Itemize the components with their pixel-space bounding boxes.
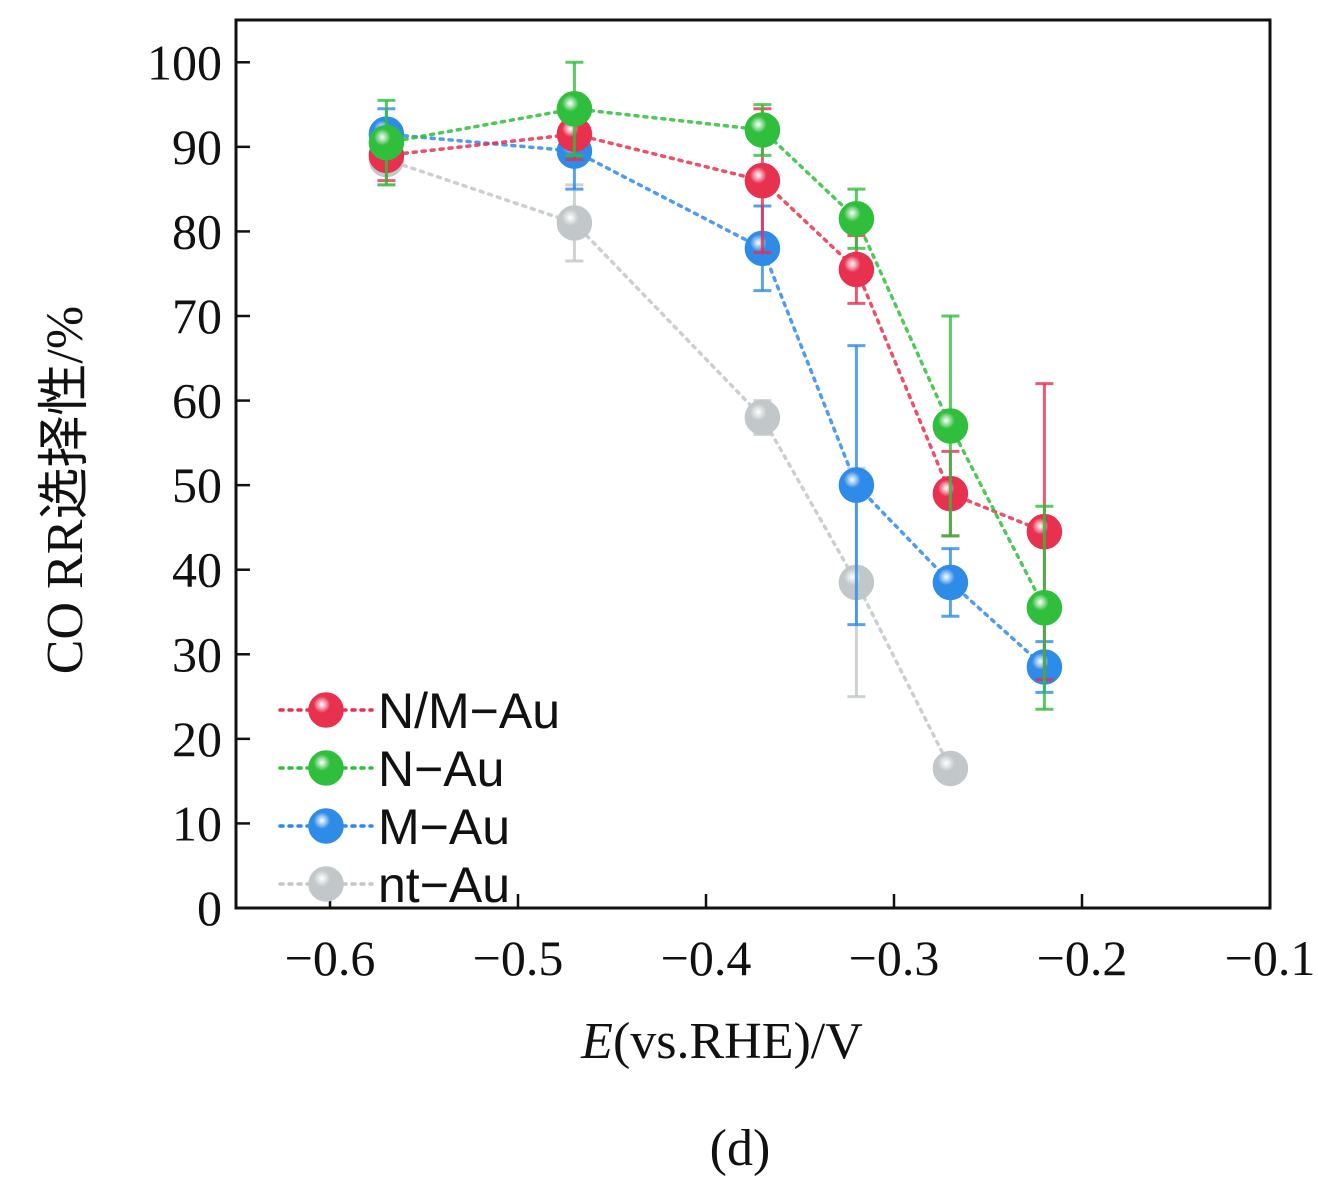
legend-marker — [308, 808, 344, 844]
series-line — [384, 132, 1047, 534]
y-tick-label: 10 — [172, 795, 222, 851]
x-axis-title-rest: (vs.RHE)/V — [613, 1013, 863, 1070]
y-axis-title: CO RR选择性/% — [37, 306, 94, 674]
plot-frame — [234, 18, 1272, 910]
legend-entry-3: nt−Au — [278, 857, 510, 913]
data-point — [556, 91, 593, 127]
y-tick-label: 70 — [172, 288, 222, 344]
legend-label: M−Au — [378, 799, 510, 855]
legend-entry-2: M−Au — [278, 799, 510, 855]
panel-label: (d) — [710, 1120, 771, 1177]
legend-label: N/M−Au — [378, 683, 560, 739]
x-tick-label: −0.1 — [1225, 930, 1316, 986]
legend-label: N−Au — [378, 741, 504, 797]
x-tick-label: −0.5 — [473, 930, 564, 986]
legend-marker — [308, 692, 344, 728]
y-tick-label: 80 — [172, 203, 222, 259]
data-point — [1026, 590, 1063, 626]
data-point — [838, 251, 875, 288]
y-tick-label: 50 — [172, 457, 222, 513]
y-tick-label: 90 — [172, 119, 222, 175]
y-tick-label: 40 — [172, 542, 222, 598]
legend-marker — [308, 866, 344, 902]
data-point — [368, 124, 405, 161]
x-tick-label: −0.2 — [1037, 930, 1128, 986]
series-line — [384, 132, 1047, 669]
legend-entry-1: N−Au — [278, 741, 504, 797]
legend-entry-0: N/M−Au — [278, 683, 560, 739]
data-point — [744, 112, 781, 148]
y-tick-label: 20 — [172, 711, 222, 767]
data-point — [932, 408, 969, 444]
data-point — [744, 399, 781, 436]
data-point — [744, 162, 781, 199]
y-tick-label: 60 — [172, 373, 222, 429]
x-tick-label: −0.6 — [285, 930, 376, 986]
legend-marker — [308, 750, 344, 786]
x-axis-title-italic: E — [580, 1013, 613, 1070]
axes: −0.6 −0.5 −0.4 −0.3 −0.2 −0.1 0 10 20 30 40 50 60 70 8… — [147, 18, 1316, 986]
series-2 — [368, 107, 1063, 694]
series-line — [384, 107, 1047, 610]
data-point — [556, 205, 593, 241]
x-axis-title: E(vs.RHE)/V — [580, 1013, 863, 1070]
series-1 — [368, 60, 1063, 711]
x-tick-label: −0.3 — [849, 930, 940, 986]
data-point — [932, 564, 969, 601]
y-tick-label: 0 — [197, 880, 222, 936]
y-tick-label: 30 — [172, 626, 222, 682]
series-layer — [368, 60, 1063, 787]
series-line — [384, 157, 953, 771]
legend-label: nt−Au — [378, 857, 510, 913]
data-point — [932, 750, 969, 787]
y-tick-label: 100 — [147, 34, 222, 90]
data-point — [838, 467, 875, 503]
x-tick-label: −0.4 — [661, 930, 752, 986]
data-point — [838, 200, 875, 237]
